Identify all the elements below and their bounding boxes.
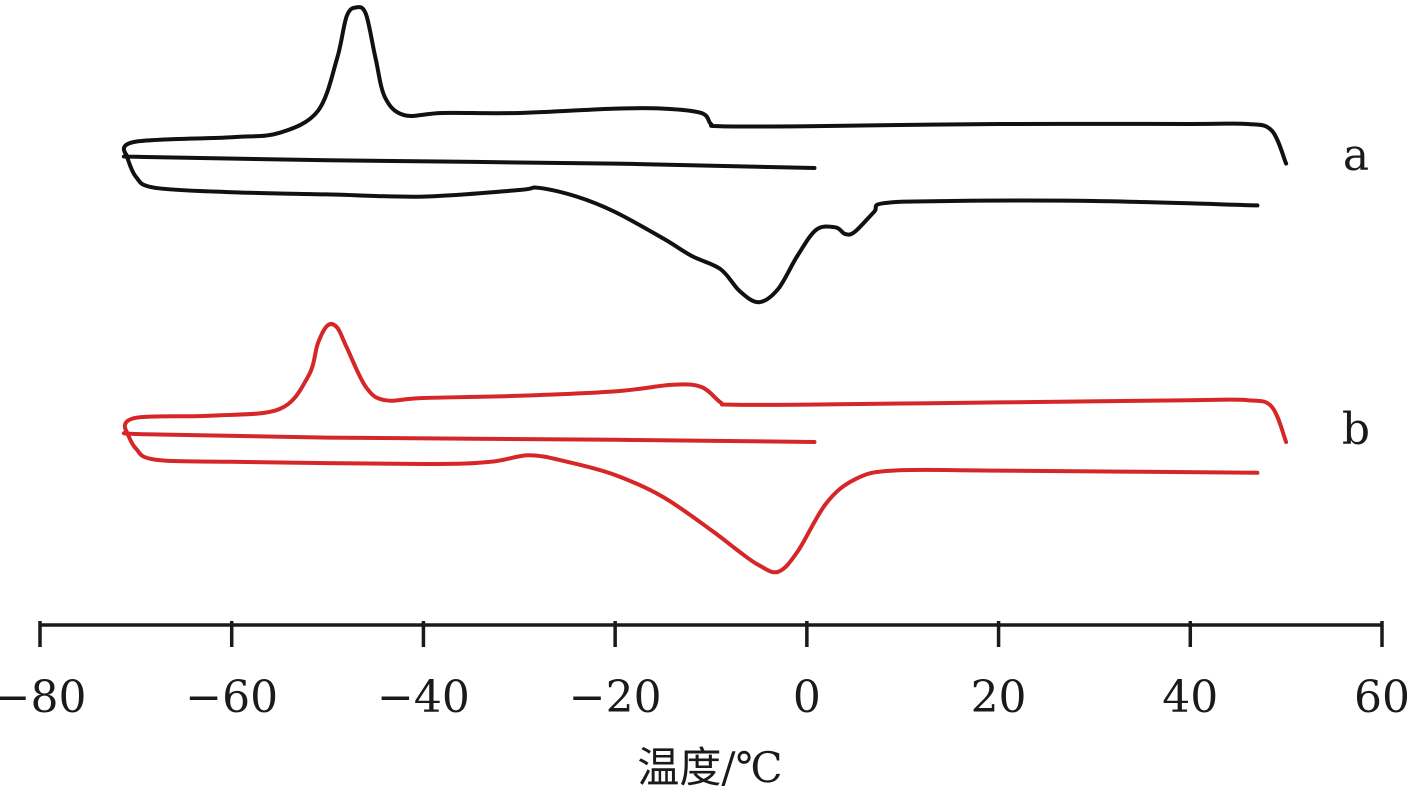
series-labels: ab (1342, 130, 1370, 455)
series-label-b: b (1342, 404, 1370, 455)
series-b-curve-2 (124, 429, 1260, 575)
series-b-curve-1 (121, 321, 1289, 444)
x-tick-label--20: −20 (569, 672, 662, 723)
x-tick-label--60: −60 (185, 672, 278, 723)
x-axis: −80 −60 −40 −20 0 20 40 60 (0, 621, 1407, 723)
x-tick-label-20: 20 (971, 672, 1027, 723)
series-a-curve-1 (121, 5, 1289, 170)
series-a-curve-2 (124, 152, 1260, 305)
x-tick-label--40: −40 (377, 672, 470, 723)
x-tick-label-0: 0 (793, 672, 821, 723)
x-ticks: −80 −60 −40 −20 0 20 40 60 (0, 621, 1407, 723)
x-tick-label--80: −80 (0, 672, 86, 723)
x-tick-label-40: 40 (1162, 672, 1218, 723)
x-axis-title: 温度/℃ (637, 743, 782, 792)
plot-curves (121, 5, 1289, 575)
x-tick-label-60: 60 (1354, 672, 1407, 723)
series-label-a: a (1343, 130, 1369, 181)
